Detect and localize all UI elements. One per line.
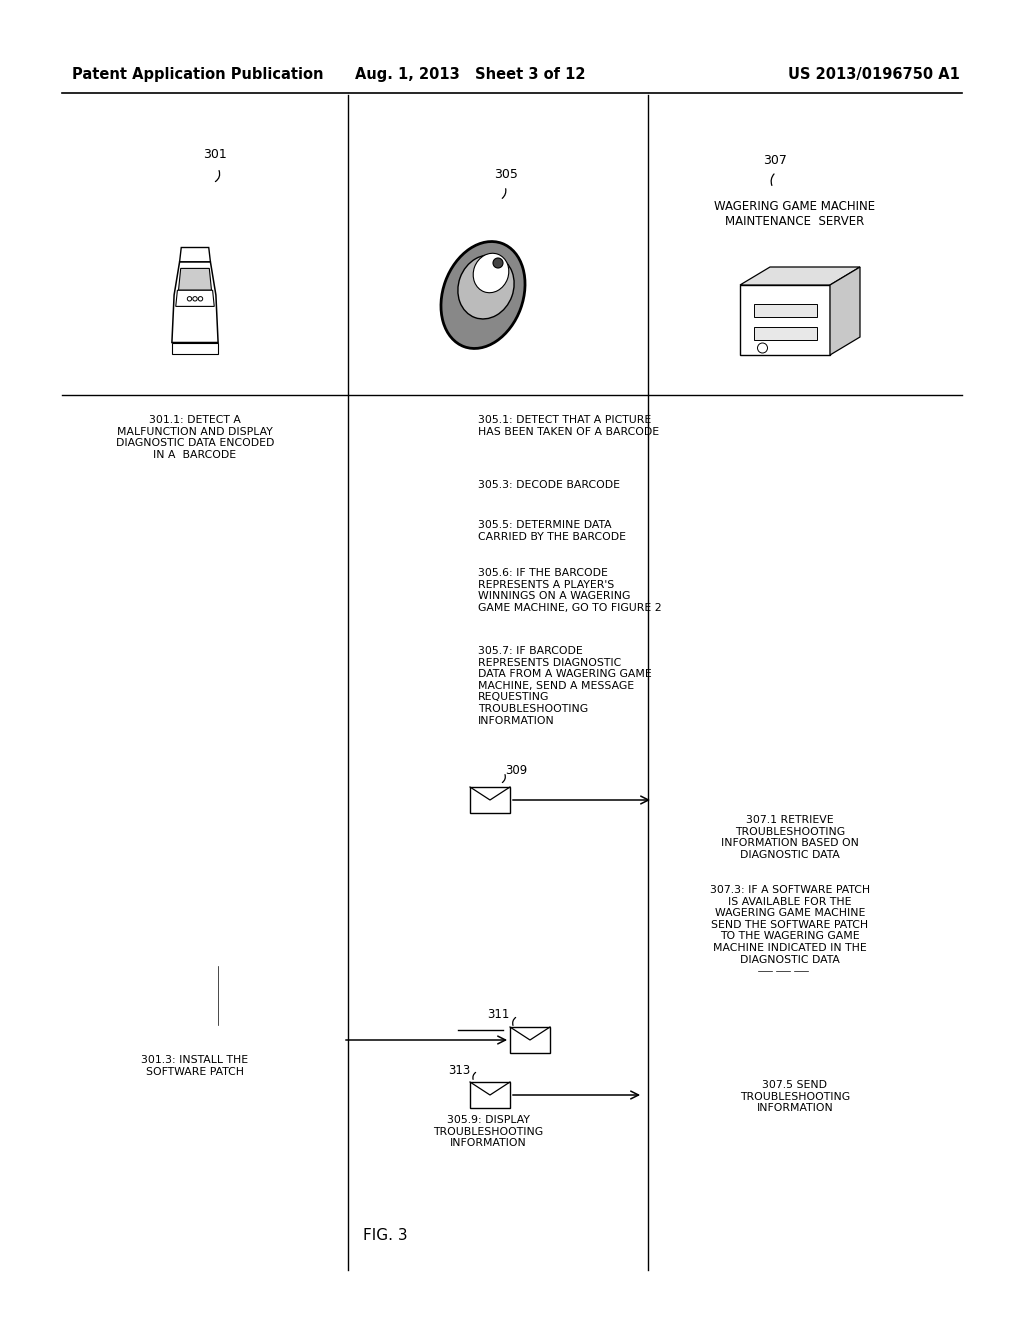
Text: 307.1 RETRIEVE
TROUBLESHOOTING
INFORMATION BASED ON
DIAGNOSTIC DATA: 307.1 RETRIEVE TROUBLESHOOTING INFORMATI… [721,814,859,859]
Text: 307: 307 [763,153,786,166]
Text: 305.3: DECODE BARCODE: 305.3: DECODE BARCODE [478,480,620,490]
Polygon shape [179,248,210,261]
FancyBboxPatch shape [470,1082,510,1107]
Text: 305.1: DETECT THAT A PICTURE
HAS BEEN TAKEN OF A BARCODE: 305.1: DETECT THAT A PICTURE HAS BEEN TA… [478,414,659,437]
Polygon shape [740,285,830,355]
Text: 305.7: IF BARCODE
REPRESENTS DIAGNOSTIC
DATA FROM A WAGERING GAME
MACHINE, SEND : 305.7: IF BARCODE REPRESENTS DIAGNOSTIC … [478,645,651,726]
Text: 307.5 SEND
TROUBLESHOOTING
INFORMATION: 307.5 SEND TROUBLESHOOTING INFORMATION [740,1080,850,1113]
Text: Aug. 1, 2013   Sheet 3 of 12: Aug. 1, 2013 Sheet 3 of 12 [354,67,586,82]
Polygon shape [740,267,860,285]
Text: 311: 311 [487,1008,510,1022]
Circle shape [199,297,203,301]
Polygon shape [172,342,218,354]
Polygon shape [830,267,860,355]
Text: 309: 309 [505,763,527,776]
Polygon shape [176,290,214,306]
FancyBboxPatch shape [470,787,510,813]
Text: 301.1: DETECT A
MALFUNCTION AND DISPLAY
DIAGNOSTIC DATA ENCODED
IN A  BARCODE: 301.1: DETECT A MALFUNCTION AND DISPLAY … [116,414,274,459]
Text: WAGERING GAME MACHINE
MAINTENANCE  SERVER: WAGERING GAME MACHINE MAINTENANCE SERVER [715,201,876,228]
Text: Patent Application Publication: Patent Application Publication [72,67,324,82]
Ellipse shape [458,255,514,319]
Text: FIG. 3: FIG. 3 [362,1228,408,1242]
Text: 301: 301 [203,149,227,161]
Circle shape [758,343,768,352]
Circle shape [187,297,191,301]
Text: 305.6: IF THE BARCODE
REPRESENTS A PLAYER'S
WINNINGS ON A WAGERING
GAME MACHINE,: 305.6: IF THE BARCODE REPRESENTS A PLAYE… [478,568,662,612]
FancyBboxPatch shape [754,327,816,339]
Polygon shape [172,261,218,342]
FancyBboxPatch shape [754,304,816,317]
FancyBboxPatch shape [510,1027,550,1053]
Polygon shape [178,268,212,290]
Text: 305.9: DISPLAY
TROUBLESHOOTING
INFORMATION: 305.9: DISPLAY TROUBLESHOOTING INFORMATI… [433,1115,543,1148]
Text: 305: 305 [494,169,518,181]
Circle shape [493,257,503,268]
Text: 301.3: INSTALL THE
SOFTWARE PATCH: 301.3: INSTALL THE SOFTWARE PATCH [141,1055,249,1077]
Text: 307.3: IF A SOFTWARE PATCH
IS AVAILABLE FOR THE
WAGERING GAME MACHINE
SEND THE S: 307.3: IF A SOFTWARE PATCH IS AVAILABLE … [710,884,870,965]
Text: 313: 313 [447,1064,470,1077]
Ellipse shape [473,253,509,293]
Text: US 2013/0196750 A1: US 2013/0196750 A1 [788,67,961,82]
Circle shape [193,297,198,301]
Ellipse shape [441,242,525,348]
Text: 305.5: DETERMINE DATA
CARRIED BY THE BARCODE: 305.5: DETERMINE DATA CARRIED BY THE BAR… [478,520,626,541]
